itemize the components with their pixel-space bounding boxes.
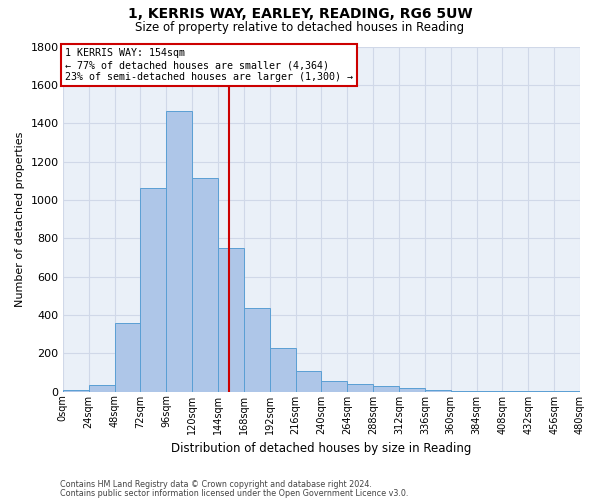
Bar <box>244 308 270 392</box>
Text: Contains HM Land Registry data © Crown copyright and database right 2024.: Contains HM Land Registry data © Crown c… <box>60 480 372 489</box>
Bar <box>115 322 140 392</box>
X-axis label: Distribution of detached houses by size in Reading: Distribution of detached houses by size … <box>171 442 472 455</box>
Bar <box>347 384 373 392</box>
Bar <box>476 391 502 392</box>
Text: 1 KERRIS WAY: 154sqm
← 77% of detached houses are smaller (4,364)
23% of semi-de: 1 KERRIS WAY: 154sqm ← 77% of detached h… <box>65 48 353 82</box>
Text: Size of property relative to detached houses in Reading: Size of property relative to detached ho… <box>136 21 464 34</box>
Bar <box>63 390 89 392</box>
Bar <box>425 390 451 392</box>
Text: Contains public sector information licensed under the Open Government Licence v3: Contains public sector information licen… <box>60 489 409 498</box>
Bar <box>192 178 218 392</box>
Bar <box>89 385 115 392</box>
Text: 1, KERRIS WAY, EARLEY, READING, RG6 5UW: 1, KERRIS WAY, EARLEY, READING, RG6 5UW <box>128 8 472 22</box>
Y-axis label: Number of detached properties: Number of detached properties <box>15 132 25 307</box>
Bar <box>451 390 476 392</box>
Bar <box>166 110 192 392</box>
Bar <box>270 348 296 392</box>
Bar <box>296 370 322 392</box>
Bar <box>322 381 347 392</box>
Bar <box>373 386 399 392</box>
Bar <box>140 188 166 392</box>
Bar <box>218 248 244 392</box>
Bar <box>399 388 425 392</box>
